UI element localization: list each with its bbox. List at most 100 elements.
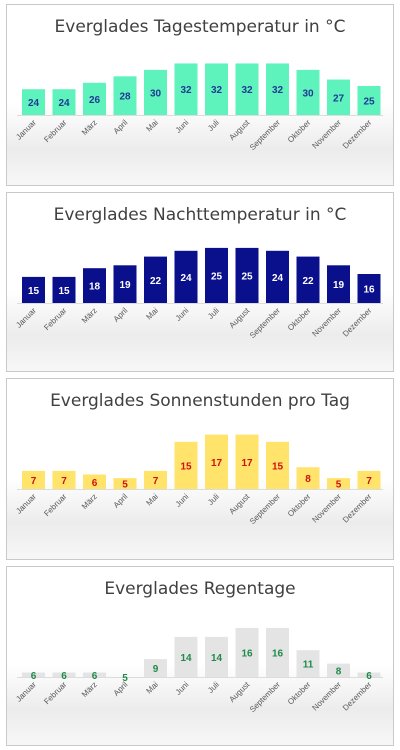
bar-februar (52, 470, 76, 489)
x-tick-label: Mai (144, 306, 160, 322)
data-label: 5 (336, 480, 342, 491)
chart-panel-rain-days: Everglades Regentage 6 Januar 6 Februar 6 Mär… (6, 566, 394, 746)
data-label: 16 (241, 648, 253, 659)
data-label: 19 (333, 280, 345, 291)
bar-mai (144, 470, 167, 489)
data-label: 15 (28, 286, 40, 297)
data-label: 24 (180, 273, 192, 284)
data-label: 6 (92, 671, 98, 682)
bar-märz (83, 672, 106, 677)
bar-februar (52, 672, 76, 677)
x-tick-label: Mai (144, 492, 160, 508)
bar-juni (174, 250, 198, 303)
x-tick-label: September (248, 680, 282, 714)
x-tick-label: Juli (206, 306, 221, 321)
bar-februar (52, 276, 76, 303)
x-tick-label: Juli (206, 680, 221, 695)
chart-panel-sunshine-hours: Everglades Sonnenstunden pro Tag 7 Januar… (6, 378, 394, 560)
data-label: 17 (211, 458, 223, 469)
bar-oktober (296, 69, 320, 115)
data-label: 8 (305, 474, 311, 485)
x-tick-label: Februar (42, 306, 68, 332)
chart-title: Everglades Nachttemperatur in °C (53, 205, 347, 225)
bar-juni (174, 63, 198, 115)
x-tick-label: Mai (144, 118, 160, 134)
x-tick-label: September (248, 492, 282, 526)
data-label: 7 (366, 476, 372, 487)
x-tick-label: Juni (174, 492, 191, 509)
data-label: 32 (241, 85, 253, 96)
x-tick-label: September (248, 118, 282, 152)
data-label: 9 (153, 664, 159, 675)
data-label: 25 (241, 271, 253, 282)
data-label: 15 (272, 461, 284, 472)
bar-september (266, 63, 289, 115)
data-label: 30 (302, 88, 314, 99)
bar-november (327, 265, 350, 303)
bar-juli (205, 434, 228, 489)
data-label: 32 (180, 85, 192, 96)
x-tick-label: Oktober (286, 306, 313, 333)
x-tick-label: November (310, 118, 343, 151)
chart-panel-night-temperature: Everglades Nachttemperatur in °C 15 Janua… (6, 192, 394, 372)
bar-chart-rain-days: 6Januar6Februar6März5April9Mai14Juni14Ju… (14, 627, 383, 714)
x-tick-label: Januar (14, 306, 38, 330)
chart-title: Everglades Sonnenstunden pro Tag (50, 391, 350, 411)
x-tick-label: Dezember (341, 118, 374, 151)
x-tick-label: September (248, 306, 282, 340)
data-label: 27 (333, 93, 345, 104)
x-tick-label: Januar (14, 118, 38, 142)
data-label: 7 (61, 476, 67, 487)
x-tick-label: März (80, 492, 99, 511)
bar-september (266, 250, 289, 303)
x-tick-label: August (227, 492, 252, 517)
x-tick-label: August (227, 306, 252, 331)
data-label: 24 (272, 273, 284, 284)
x-tick-label: Januar (14, 492, 38, 516)
x-tick-label: Juni (174, 680, 191, 697)
x-tick-label: April (112, 306, 130, 324)
x-tick-label: Juli (206, 118, 221, 133)
bar-märz (83, 268, 106, 303)
data-label: 6 (61, 671, 67, 682)
bar-januar (22, 276, 45, 303)
x-tick-label: Oktober (286, 492, 313, 519)
chart-title: Everglades Regentage (104, 579, 296, 599)
data-label: 7 (153, 476, 159, 487)
bar-januar (22, 89, 45, 115)
data-label: 26 (89, 95, 101, 106)
x-tick-label: Dezember (341, 306, 374, 339)
bar-august (235, 63, 259, 115)
data-label: 24 (28, 98, 40, 109)
data-label: 18 (89, 282, 101, 293)
bar-mai (144, 659, 167, 677)
data-label: 8 (336, 666, 342, 677)
data-label: 25 (363, 97, 375, 108)
bar-juni (174, 636, 198, 677)
x-tick-label: November (310, 680, 343, 713)
data-label: 32 (272, 85, 284, 96)
x-tick-label: November (310, 306, 343, 339)
data-label: 14 (211, 653, 223, 664)
bar-januar (22, 672, 45, 677)
bar-januar (22, 470, 45, 489)
bar-oktober (296, 650, 320, 677)
bar-dezember (357, 672, 381, 677)
data-label: 16 (363, 285, 375, 296)
x-tick-label: Mai (144, 680, 160, 696)
x-tick-label: Februar (42, 118, 68, 144)
data-label: 15 (180, 461, 192, 472)
bar-april (113, 478, 137, 489)
x-tick-label: März (80, 680, 99, 699)
x-tick-label: Juni (174, 306, 191, 323)
bar-mai (144, 69, 167, 115)
data-label: 5 (122, 673, 128, 684)
data-label: 16 (272, 648, 284, 659)
bar-oktober (296, 467, 320, 489)
bar-märz (83, 82, 106, 115)
x-tick-label: Dezember (341, 492, 374, 525)
x-tick-label: Januar (14, 680, 38, 704)
data-label: 14 (180, 653, 192, 664)
bar-dezember (357, 274, 381, 303)
chart-title: Everglades Tagestemperatur in °C (54, 17, 346, 37)
